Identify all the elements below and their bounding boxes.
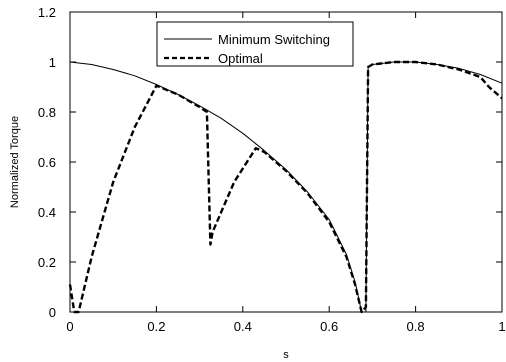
y-tick-label: 0.8	[38, 105, 56, 120]
legend-label-minimum-switching: Minimum Switching	[218, 32, 330, 47]
y-tick-label: 0.2	[38, 255, 56, 270]
y-tick-label: 0	[49, 305, 56, 320]
y-tick-label: 0.6	[38, 155, 56, 170]
x-tick-label: 0.2	[147, 319, 165, 334]
series-line-optimal	[68, 60, 503, 314]
y-tick-label: 0.4	[38, 205, 56, 220]
series-layer	[68, 60, 503, 314]
x-tick-label: 0.6	[320, 319, 338, 334]
axis-ticks: 0 0.2 0.4 0.6 0.8 1 0 0.2 0.4 0.6 0.8 1 1.2	[38, 5, 506, 334]
x-tick-label: 0.4	[234, 319, 252, 334]
series-line-minimum-switching	[69, 61, 503, 313]
y-tick-label: 1.2	[38, 5, 56, 20]
x-tick-label: 0.8	[407, 319, 425, 334]
x-axis-label: s	[283, 349, 289, 361]
legend: Minimum Switching Optimal	[156, 21, 354, 67]
y-tick-label: 1	[49, 55, 56, 70]
x-tick-label: 1	[498, 319, 505, 334]
y-axis-label: Normalized Torque	[9, 116, 21, 208]
x-tick-label: 0	[66, 319, 73, 334]
legend-label-optimal: Optimal	[218, 51, 263, 66]
